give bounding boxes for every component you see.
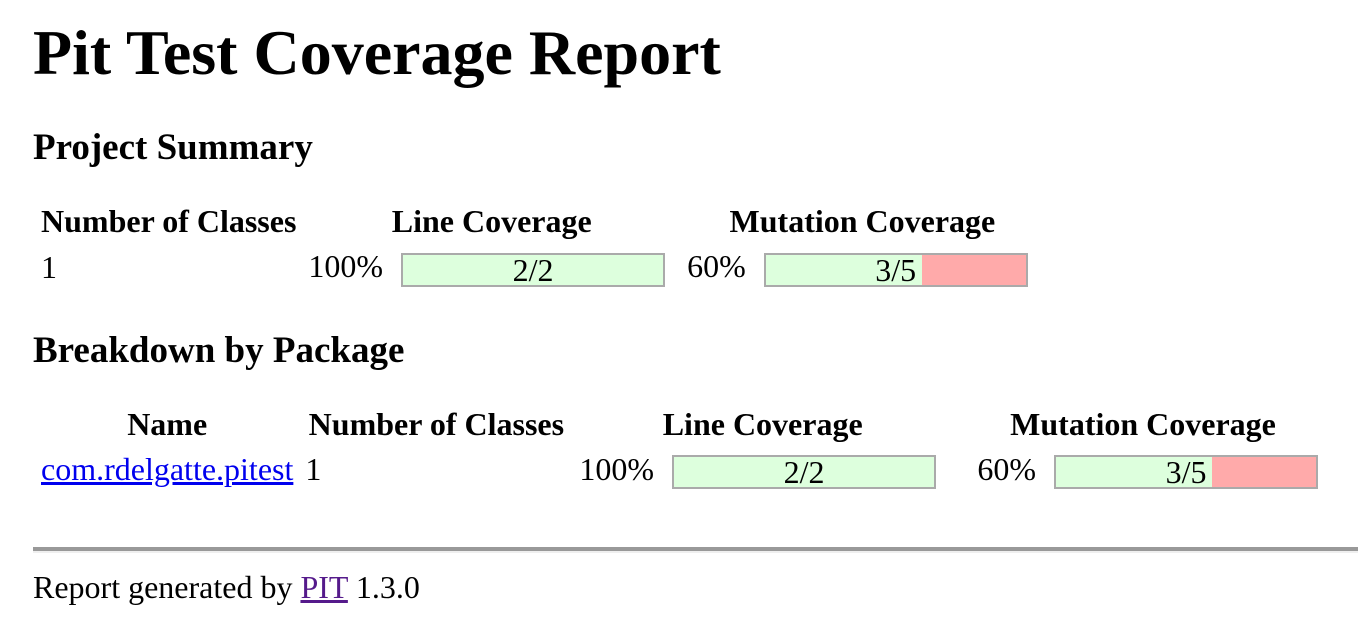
mutation-coverage-bar: 3/5 bbox=[1054, 454, 1319, 491]
table-header-row: Name Number of Classes Line Coverage Mut… bbox=[37, 402, 1332, 445]
column-header-name: Name bbox=[127, 405, 208, 442]
column-header-number-of-classes: Number of Classes bbox=[41, 203, 297, 239]
breakdown-by-package-table: Name Number of Classes Line Coverage Mut… bbox=[33, 398, 1336, 496]
line-coverage-bar: 2/2 bbox=[401, 251, 666, 288]
coverage-bar-legend: 3/5 bbox=[1165, 454, 1207, 491]
breakdown-heading: Breakdown by Package bbox=[33, 329, 405, 371]
number-of-classes-value: 1 bbox=[41, 248, 57, 285]
coverage-bar-fill bbox=[765, 254, 922, 285]
table-row: 1 100% 2/2 60% 3/5 bbox=[37, 246, 1042, 289]
table-row: com.rdelgatte.pitest 1 100% 2/2 60% 3/5 bbox=[37, 449, 1332, 492]
table-header-row: Number of Classes Line Coverage Mutation… bbox=[37, 199, 1042, 242]
footer-version: 1.3.0 bbox=[355, 569, 420, 606]
column-header-number-of-classes: Number of Classes bbox=[308, 405, 565, 442]
coverage-bar-fill bbox=[403, 254, 664, 285]
project-summary-table: Number of Classes Line Coverage Mutation… bbox=[33, 195, 1046, 293]
page-title: Pit Test Coverage Report bbox=[33, 17, 721, 88]
column-header-mutation-coverage: Mutation Coverage bbox=[1010, 405, 1276, 442]
footer-text: Report generated by PIT 1.3.0 bbox=[33, 569, 1358, 606]
footer-divider bbox=[33, 547, 1358, 554]
mutation-coverage-cell: 60% 3/5 bbox=[683, 246, 1042, 289]
package-link[interactable]: com.rdelgatte.pitest bbox=[41, 451, 294, 488]
coverage-bar-fill bbox=[674, 457, 935, 488]
coverage-bar-fill bbox=[1056, 457, 1213, 488]
coverage-bar-legend: 2/2 bbox=[512, 251, 554, 288]
column-header-line-coverage: Line Coverage bbox=[662, 405, 863, 442]
project-summary-heading: Project Summary bbox=[33, 127, 313, 168]
coverage-bar-legend: 3/5 bbox=[875, 251, 917, 288]
package-name-cell: com.rdelgatte.pitest bbox=[37, 449, 297, 492]
line-coverage-cell: 100% 2/2 bbox=[575, 449, 950, 492]
mutation-coverage-bar: 3/5 bbox=[763, 251, 1028, 288]
mutation-coverage-cell: 60% 3/5 bbox=[954, 449, 1332, 492]
line-coverage-bar: 2/2 bbox=[672, 454, 937, 491]
line-coverage-cell: 100% 2/2 bbox=[304, 246, 679, 289]
line-coverage-percent: 100% bbox=[308, 248, 384, 284]
number-of-classes-value: 1 bbox=[305, 451, 322, 488]
column-header-line-coverage: Line Coverage bbox=[391, 203, 592, 239]
line-coverage-percent: 100% bbox=[579, 450, 655, 487]
mutation-coverage-percent: 60% bbox=[687, 248, 746, 284]
footer-prefix: Report generated by bbox=[33, 569, 293, 606]
pit-link[interactable]: PIT bbox=[300, 569, 348, 606]
column-header-mutation-coverage: Mutation Coverage bbox=[729, 203, 996, 239]
mutation-coverage-percent: 60% bbox=[977, 450, 1037, 487]
coverage-bar-legend: 2/2 bbox=[783, 454, 825, 491]
